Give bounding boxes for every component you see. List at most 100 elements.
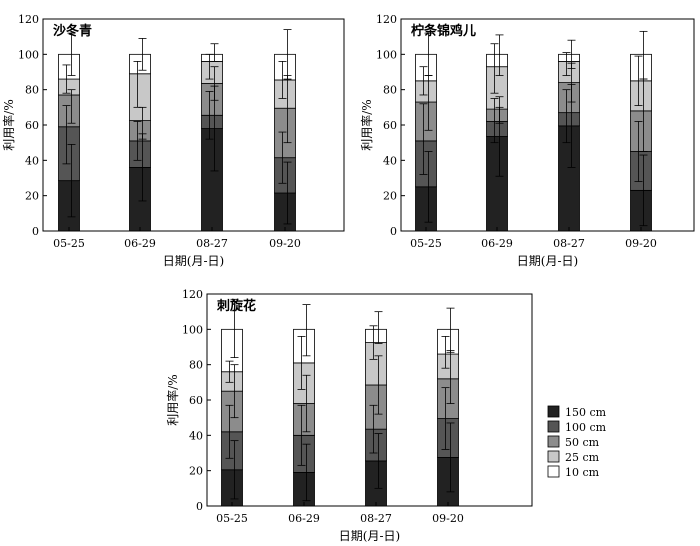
bar-segment — [415, 53, 437, 82]
bar-segment — [486, 53, 508, 68]
y-tick-label: 60 — [189, 394, 203, 407]
legend-label: 25 cm — [565, 451, 600, 464]
y-tick-label: 120 — [376, 13, 397, 26]
x-tick-label: 09-20 — [432, 512, 464, 525]
bar-segment — [274, 79, 296, 109]
chart-title: 刺旋花 — [217, 298, 256, 314]
bar-segment — [221, 431, 243, 471]
x-tick-label: 06-29 — [288, 512, 320, 525]
y-axis-label: 利用率/% — [1, 99, 16, 150]
bar-segment — [129, 53, 151, 75]
y-tick-label: 120 — [18, 13, 39, 26]
y-tick-label: 0 — [390, 225, 397, 238]
bar-segment — [415, 80, 437, 103]
legend-swatch — [547, 450, 560, 463]
bar-segment — [630, 151, 652, 191]
bar-segment — [129, 73, 151, 121]
bar-segment — [274, 157, 296, 194]
plot-frame — [42, 18, 345, 232]
bar-segment — [415, 101, 437, 142]
y-tick-label: 100 — [18, 48, 39, 61]
bar-segment — [201, 61, 223, 84]
y-tick-label: 120 — [182, 288, 203, 301]
bar-segment — [486, 66, 508, 110]
bar-segment — [274, 107, 296, 159]
y-tick-label: 60 — [25, 119, 39, 132]
bar-segment — [129, 120, 151, 142]
bar-segment — [630, 53, 652, 82]
y-axis-label: 利用率/% — [359, 99, 374, 150]
bar-segment — [415, 140, 437, 188]
y-tick-label: 20 — [189, 465, 203, 478]
bar-segment — [221, 371, 243, 392]
bar-segment — [365, 384, 387, 430]
x-tick-label: 08-27 — [553, 237, 585, 250]
bar-segment — [58, 53, 80, 80]
x-axis-label: 日期(月-日) — [339, 529, 400, 543]
bar-segment — [293, 434, 315, 473]
y-tick-label: 20 — [383, 190, 397, 203]
legend-label: 150 cm — [565, 406, 607, 419]
bar-segment — [558, 82, 580, 114]
bar-segment — [365, 328, 387, 343]
bar-segment — [437, 328, 459, 355]
bar-segment — [437, 457, 459, 507]
bar-segment — [58, 126, 80, 182]
chart-title: 柠条锦鸡儿 — [411, 23, 476, 39]
bar-segment — [293, 362, 315, 404]
bar-segment — [437, 418, 459, 458]
bar-segment — [486, 136, 508, 232]
y-tick-label: 80 — [383, 84, 397, 97]
bar-segment — [201, 53, 223, 62]
x-axis-label: 日期(月-日) — [517, 254, 578, 268]
bar-segment — [630, 189, 652, 232]
bar-segment — [486, 108, 508, 122]
x-axis-label: 日期(月-日) — [163, 254, 224, 268]
x-tick-label: 09-20 — [269, 237, 301, 250]
y-tick-label: 80 — [189, 359, 203, 372]
y-tick-label: 20 — [25, 190, 39, 203]
y-tick-label: 40 — [383, 154, 397, 167]
bar-segment — [415, 186, 437, 232]
legend-label: 10 cm — [565, 466, 600, 479]
bar-segment — [274, 53, 296, 81]
bar-segment — [630, 110, 652, 152]
chart-title: 沙冬青 — [53, 23, 92, 39]
bar-segment — [201, 114, 223, 129]
bar-segment — [58, 180, 80, 232]
bar-segment — [558, 61, 580, 84]
legend-label: 100 cm — [565, 421, 607, 434]
bar-segment — [630, 80, 652, 112]
y-tick-label: 40 — [25, 154, 39, 167]
bar-segment — [201, 128, 223, 232]
y-axis-label: 利用率/% — [165, 374, 180, 425]
bar-segment — [274, 192, 296, 232]
bar-segment — [221, 469, 243, 507]
bar-segment — [58, 94, 80, 128]
bar-segment — [129, 166, 151, 232]
legend-swatch — [547, 420, 560, 433]
bar-segment — [437, 378, 459, 419]
y-tick-label: 100 — [376, 48, 397, 61]
y-tick-label: 40 — [189, 429, 203, 442]
bar-segment — [293, 328, 315, 364]
x-tick-label: 05-25 — [410, 237, 442, 250]
y-tick-label: 0 — [196, 500, 203, 513]
chart-panel-shadong-qing: 沙冬青 日期(月-日) 利用率/% 0 20 40 60 80 100 120 05-25 06… — [1, 13, 345, 268]
y-tick-label: 80 — [25, 84, 39, 97]
bar-segment — [437, 353, 459, 380]
bar-segment — [558, 125, 580, 232]
bar-segment — [221, 390, 243, 433]
legend-swatch — [547, 405, 560, 418]
x-tick-label: 05-25 — [53, 237, 85, 250]
x-tick-label: 06-29 — [481, 237, 513, 250]
y-tick-label: 0 — [32, 225, 39, 238]
bar-segment — [365, 460, 387, 507]
bar-segment — [129, 140, 151, 168]
bar-segment — [558, 112, 580, 127]
legend-label: 50 cm — [565, 436, 600, 449]
bar-segment — [58, 78, 80, 96]
bar-segment — [486, 121, 508, 137]
legend-swatch — [547, 465, 560, 478]
